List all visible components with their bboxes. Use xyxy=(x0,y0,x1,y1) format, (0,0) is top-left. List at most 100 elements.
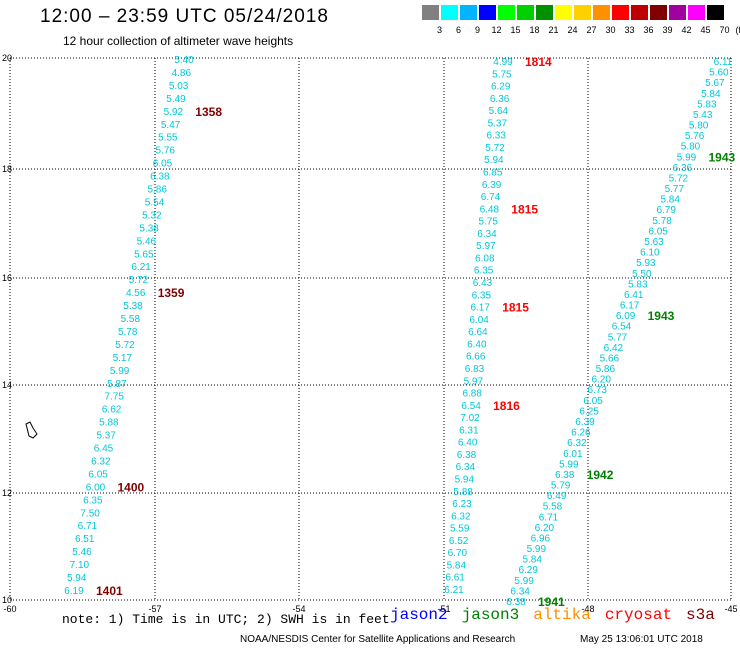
wave-height-value: 6.00 xyxy=(86,482,106,493)
wave-height-value: 6.70 xyxy=(448,548,468,559)
wave-height-value: 5.75 xyxy=(478,217,498,228)
legend-label: 15 xyxy=(510,25,521,35)
wave-height-value: 6.61 xyxy=(445,573,465,584)
wave-height-value: 6.21 xyxy=(131,262,151,273)
legend-swatch xyxy=(688,5,705,20)
wave-height-value: 6.71 xyxy=(78,521,98,532)
wave-height-value: 5.72 xyxy=(115,340,135,351)
wave-height-value: 6.34 xyxy=(477,229,497,240)
wave-height-value: 5.84 xyxy=(701,89,721,100)
legend-label: 9 xyxy=(474,25,480,35)
wave-height-value: 6.66 xyxy=(466,352,486,363)
lon-tick-label: -45 xyxy=(724,604,737,614)
wave-height-value: 5.03 xyxy=(169,81,189,92)
wave-height-value: 5.60 xyxy=(709,68,729,79)
wave-height-value: 5.65 xyxy=(134,249,154,260)
legend-label: 39 xyxy=(662,25,673,35)
units-note: note: 1) Time is in UTC; 2) SWH is in fe… xyxy=(62,612,390,627)
legend-label: 3 xyxy=(436,25,442,35)
wave-height-value: 7.10 xyxy=(70,560,90,571)
lat-tick-label: 12 xyxy=(2,488,12,498)
wave-height-value: 5.66 xyxy=(600,354,620,365)
wave-height-value: 5.40 xyxy=(174,55,194,66)
wave-height-value: 5.99 xyxy=(514,576,534,587)
wave-height-value: 6.38 xyxy=(457,450,477,461)
lat-tick-label: 14 xyxy=(2,380,12,390)
wave-height-value: 6.26 xyxy=(571,428,591,439)
legend-label: 18 xyxy=(529,25,540,35)
pass-time-label: 1941 xyxy=(538,595,565,609)
lon-tick-label: -60 xyxy=(3,604,16,614)
pass-time-label: 1814 xyxy=(525,55,552,69)
legend-swatch xyxy=(612,5,629,20)
wave-height-value: 6.32 xyxy=(567,438,587,449)
wave-height-value: 5.97 xyxy=(464,376,484,387)
wave-height-value: 6.34 xyxy=(456,462,476,473)
wave-height-value: 6.83 xyxy=(465,364,485,375)
wave-height-value: 5.76 xyxy=(685,131,705,142)
wave-height-value: 5.72 xyxy=(485,143,505,154)
satellite-name: jason2 xyxy=(390,606,448,624)
wave-height-value: 6.19 xyxy=(64,586,84,597)
wave-height-value: 6.31 xyxy=(459,425,479,436)
wave-height-value: 5.88 xyxy=(453,487,473,498)
lon-tick-label: -48 xyxy=(581,604,594,614)
wave-height-value: 5.94 xyxy=(455,475,475,486)
wave-height-value: 5.99 xyxy=(527,544,547,555)
legend-label: 45 xyxy=(700,25,711,35)
wave-height-value: 6.42 xyxy=(604,343,624,354)
wave-height-value: 5.58 xyxy=(543,502,563,513)
wave-height-value: 7.02 xyxy=(460,413,480,424)
wave-height-value: 6.88 xyxy=(462,389,482,400)
legend-label: 30 xyxy=(605,25,616,35)
wave-height-value: 6.39 xyxy=(482,180,502,191)
wave-height-value: 5.94 xyxy=(67,573,87,584)
wave-height-value: 5.99 xyxy=(559,459,579,470)
pass-time-label: 1400 xyxy=(118,480,145,494)
pass-time-label: 1943 xyxy=(648,309,675,323)
wave-height-value: 5.46 xyxy=(72,547,92,558)
pass-time-label: 1359 xyxy=(158,286,185,300)
wave-height-value: 6.33 xyxy=(486,131,506,142)
legend-swatch xyxy=(593,5,610,20)
wave-height-value: 5.86 xyxy=(147,185,167,196)
legend-label: 27 xyxy=(586,25,597,35)
legend-swatch xyxy=(460,5,477,20)
wave-height-value: 6.11 xyxy=(714,57,733,68)
wave-height-value: 6.48 xyxy=(480,204,500,215)
wave-height-value: 6.17 xyxy=(470,303,490,314)
wave-height-value: 5.43 xyxy=(693,110,713,121)
wave-height-value: 6.73 xyxy=(587,385,607,396)
lat-tick-label: 16 xyxy=(2,273,12,283)
legend-swatch xyxy=(631,5,648,20)
wave-height-value: 6.36 xyxy=(490,94,510,105)
pass-time-label: 1358 xyxy=(195,105,222,119)
pass-time-label: 1815 xyxy=(511,202,538,216)
wave-height-value: 5.46 xyxy=(137,236,157,247)
wave-height-value: 5.37 xyxy=(96,431,116,442)
map-subtitle: 12 hour collection of altimeter wave hei… xyxy=(63,34,294,48)
wave-height-value: 6.38 xyxy=(150,172,170,183)
wave-height-value: 5.88 xyxy=(99,418,119,429)
wave-height-value: 5.50 xyxy=(632,269,652,280)
wave-height-value: 6.29 xyxy=(491,82,511,93)
wave-height-value: 5.84 xyxy=(447,560,467,571)
wave-height-value: 5.80 xyxy=(681,142,701,153)
wave-height-value: 6.17 xyxy=(620,301,640,312)
wave-height-value: 6.10 xyxy=(640,248,660,259)
wave-height-value: 6.85 xyxy=(483,168,503,179)
wave-height-value: 5.77 xyxy=(665,184,685,195)
wave-height-value: 5.55 xyxy=(158,133,178,144)
wave-height-value: 6.29 xyxy=(518,565,538,576)
satellite-name: s3a xyxy=(686,606,715,624)
wave-height-value: 6.40 xyxy=(467,339,487,350)
wave-height-value: 5.32 xyxy=(142,210,162,221)
wave-height-value: 5.92 xyxy=(164,107,184,118)
legend-unit: (ft) xyxy=(735,25,740,35)
wave-height-value: 5.37 xyxy=(488,118,508,129)
wave-height-value: 5.59 xyxy=(450,524,470,535)
wave-height-value: 6.20 xyxy=(535,523,555,534)
wave-height-value: 5.99 xyxy=(677,152,697,163)
